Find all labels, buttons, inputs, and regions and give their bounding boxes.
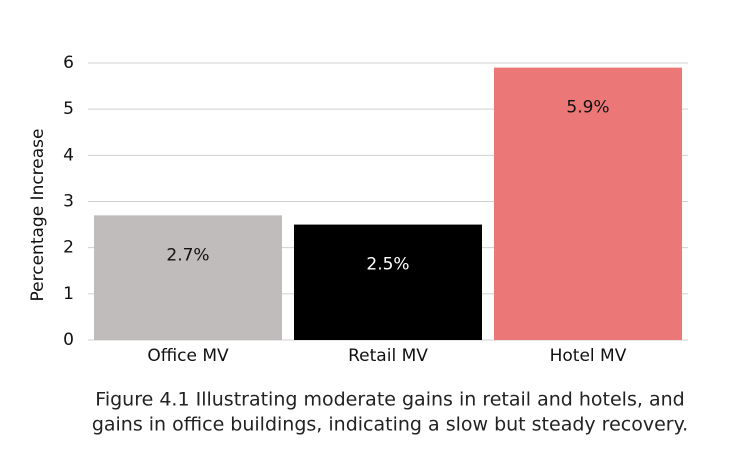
y-tick-label: 0 [63, 330, 74, 350]
value-label: 5.9% [566, 98, 609, 118]
y-axis-label: Percentage Increase [28, 129, 48, 302]
bar [294, 224, 482, 340]
x-tick-label: Retail MV [348, 346, 428, 366]
bar [494, 67, 682, 340]
value-label: 2.7% [166, 245, 209, 265]
y-tick-label: 2 [63, 238, 74, 258]
caption: Figure 4.1 Illustrating moderate gains i… [95, 389, 684, 411]
y-tick-label: 4 [63, 145, 74, 165]
caption: gains in office buildings, indicating a … [92, 414, 688, 436]
y-tick-label: 6 [63, 53, 74, 73]
y-tick-label: 5 [63, 99, 74, 119]
x-tick-label: Office MV [147, 346, 229, 366]
y-tick-label: 3 [63, 192, 74, 212]
value-label: 2.5% [366, 255, 409, 275]
bar [94, 215, 282, 340]
x-tick-label: Hotel MV [550, 346, 627, 366]
y-tick-label: 1 [63, 284, 74, 304]
